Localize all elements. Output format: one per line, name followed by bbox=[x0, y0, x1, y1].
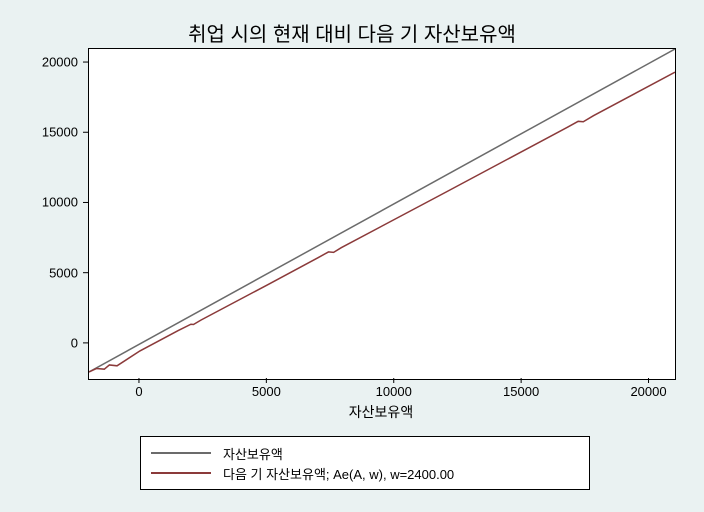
chart-title: 취업 시의 현재 대비 다음 기 자산보유액 bbox=[0, 18, 704, 47]
legend-line-sample bbox=[151, 472, 211, 474]
y-tick-label: 10000 bbox=[0, 195, 78, 210]
y-tick-label: 0 bbox=[0, 335, 78, 350]
x-tick-label: 10000 bbox=[354, 384, 434, 399]
legend-item: 다음 기 자산보유액; Ae(A, w), w=2400.00 bbox=[151, 463, 579, 483]
legend-label: 자산보유액 bbox=[223, 444, 283, 463]
y-tick-label: 15000 bbox=[0, 125, 78, 140]
series-line bbox=[89, 72, 675, 372]
legend-item: 자산보유액 bbox=[151, 443, 579, 463]
x-tick-label: 0 bbox=[99, 384, 179, 399]
x-tick-label: 5000 bbox=[226, 384, 306, 399]
y-tick-label: 5000 bbox=[0, 265, 78, 280]
x-tick-label: 20000 bbox=[609, 384, 689, 399]
plot-area bbox=[88, 48, 676, 380]
series-line bbox=[89, 49, 675, 372]
chart-container: 취업 시의 현재 대비 다음 기 자산보유액 자산보유액 자산보유액다음 기 자… bbox=[0, 0, 704, 512]
legend: 자산보유액다음 기 자산보유액; Ae(A, w), w=2400.00 bbox=[140, 436, 590, 490]
y-tick-label: 20000 bbox=[0, 55, 78, 70]
legend-line-sample bbox=[151, 452, 211, 454]
series-lines bbox=[89, 49, 675, 379]
x-axis-label: 자산보유액 bbox=[88, 402, 674, 422]
legend-label: 다음 기 자산보유액; Ae(A, w), w=2400.00 bbox=[223, 464, 454, 483]
x-tick-label: 15000 bbox=[481, 384, 561, 399]
